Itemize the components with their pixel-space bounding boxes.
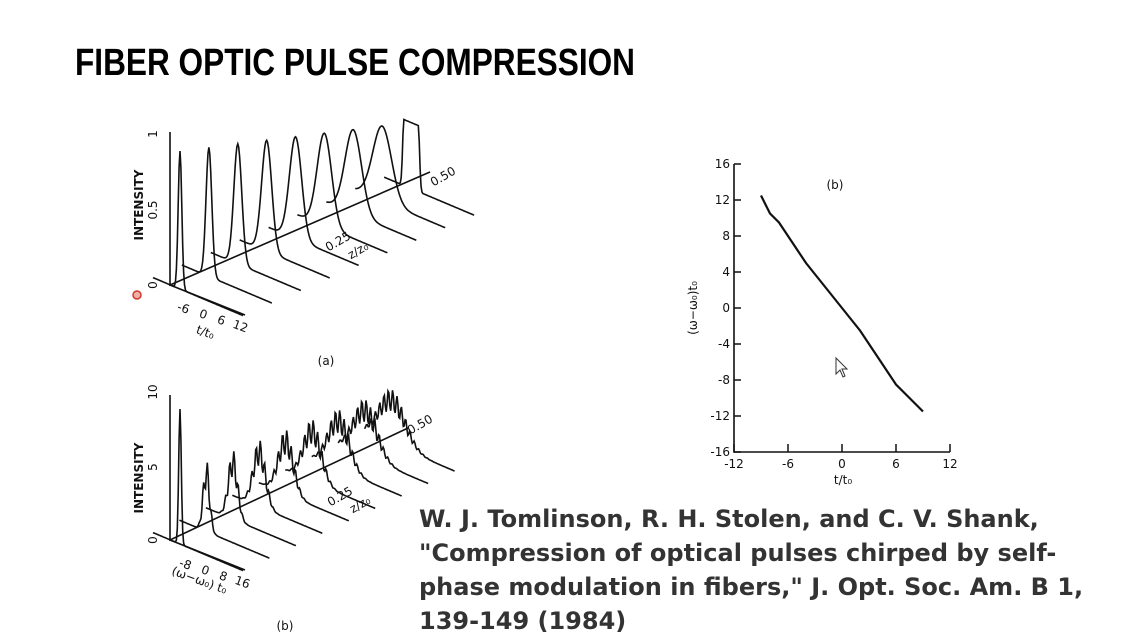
citation-line: "Compression of optical pulses chirped b… bbox=[419, 539, 1056, 567]
pulse-curve bbox=[326, 128, 417, 242]
x-tick: 8 bbox=[217, 568, 229, 584]
pulse-curve bbox=[337, 399, 429, 485]
pulse-curve bbox=[297, 132, 388, 254]
x-tick-label: 12 bbox=[942, 457, 957, 471]
pulse-curve bbox=[311, 410, 402, 497]
pulse-curve bbox=[239, 138, 330, 279]
citation-line: 139-149 (1984) bbox=[419, 607, 626, 635]
x-tick: 16 bbox=[233, 573, 252, 591]
x-tick-label: 6 bbox=[892, 457, 900, 471]
y-tick-label: -12 bbox=[710, 409, 730, 423]
x-tick-label: 0 bbox=[838, 457, 846, 471]
x-tick: 0 bbox=[199, 562, 211, 578]
chart-title: (b) bbox=[827, 178, 844, 192]
pulse-curve bbox=[181, 147, 273, 304]
y-label: INTENSITY bbox=[132, 442, 146, 513]
y-tick: 0.5 bbox=[146, 200, 160, 219]
pulse-curve bbox=[355, 125, 446, 229]
mouse-cursor bbox=[835, 356, 849, 378]
citation-line: W. J. Tomlinson, R. H. Stolen, and C. V.… bbox=[419, 505, 1039, 533]
y-tick: 10 bbox=[146, 384, 160, 399]
pulse-curve bbox=[152, 408, 244, 572]
x-tick: 0 bbox=[197, 306, 209, 322]
figure-label: (a) bbox=[318, 354, 335, 368]
citation-line: phase modulation in fibers," J. Opt. Soc… bbox=[419, 573, 1083, 601]
x-axis-label: t/t₀ bbox=[834, 473, 852, 487]
x-tick-label: -12 bbox=[724, 457, 744, 471]
y-axis-label: (ω−ω₀)t₀ bbox=[686, 281, 700, 335]
pulse-curve bbox=[232, 440, 323, 535]
pulse-curve bbox=[179, 462, 270, 559]
y-tick: 5 bbox=[146, 463, 160, 471]
x-tick: -6 bbox=[175, 300, 191, 317]
slide-title: FIBER OPTIC PULSE COMPRESSION bbox=[75, 42, 635, 84]
x-tick: 12 bbox=[231, 317, 250, 335]
x-label: t/t₀ bbox=[194, 323, 216, 342]
y-tick: 1 bbox=[146, 130, 160, 138]
x-tick-label: -6 bbox=[782, 457, 794, 471]
y-tick-label: -8 bbox=[718, 373, 730, 387]
pulse-curve bbox=[383, 118, 475, 216]
y-tick-label: 16 bbox=[715, 157, 730, 171]
y-label: INTENSITY bbox=[132, 169, 146, 240]
y-tick-label: 12 bbox=[715, 193, 730, 207]
y-tick-label: -4 bbox=[718, 337, 730, 351]
pulse-curve bbox=[363, 388, 455, 472]
chirp-line bbox=[760, 195, 924, 413]
x-tick: -8 bbox=[177, 556, 193, 573]
pulse-curve bbox=[285, 420, 376, 510]
y-tick: 0 bbox=[146, 536, 160, 544]
y-tick-label: 8 bbox=[722, 229, 730, 243]
pulse-curve bbox=[268, 135, 359, 267]
pulse-curve bbox=[152, 150, 244, 317]
pulse-curve bbox=[210, 141, 302, 292]
x-tick: 6 bbox=[215, 312, 227, 328]
y-tick-label: 0 bbox=[722, 301, 730, 315]
y-tick-label: -16 bbox=[710, 445, 730, 459]
pointer-dot bbox=[132, 290, 142, 300]
figure-label: (b) bbox=[277, 619, 294, 633]
y-tick: 0 bbox=[146, 281, 160, 289]
y-tick-label: 4 bbox=[722, 265, 730, 279]
pulse-curve bbox=[205, 451, 297, 547]
pulse-curve bbox=[258, 430, 350, 522]
